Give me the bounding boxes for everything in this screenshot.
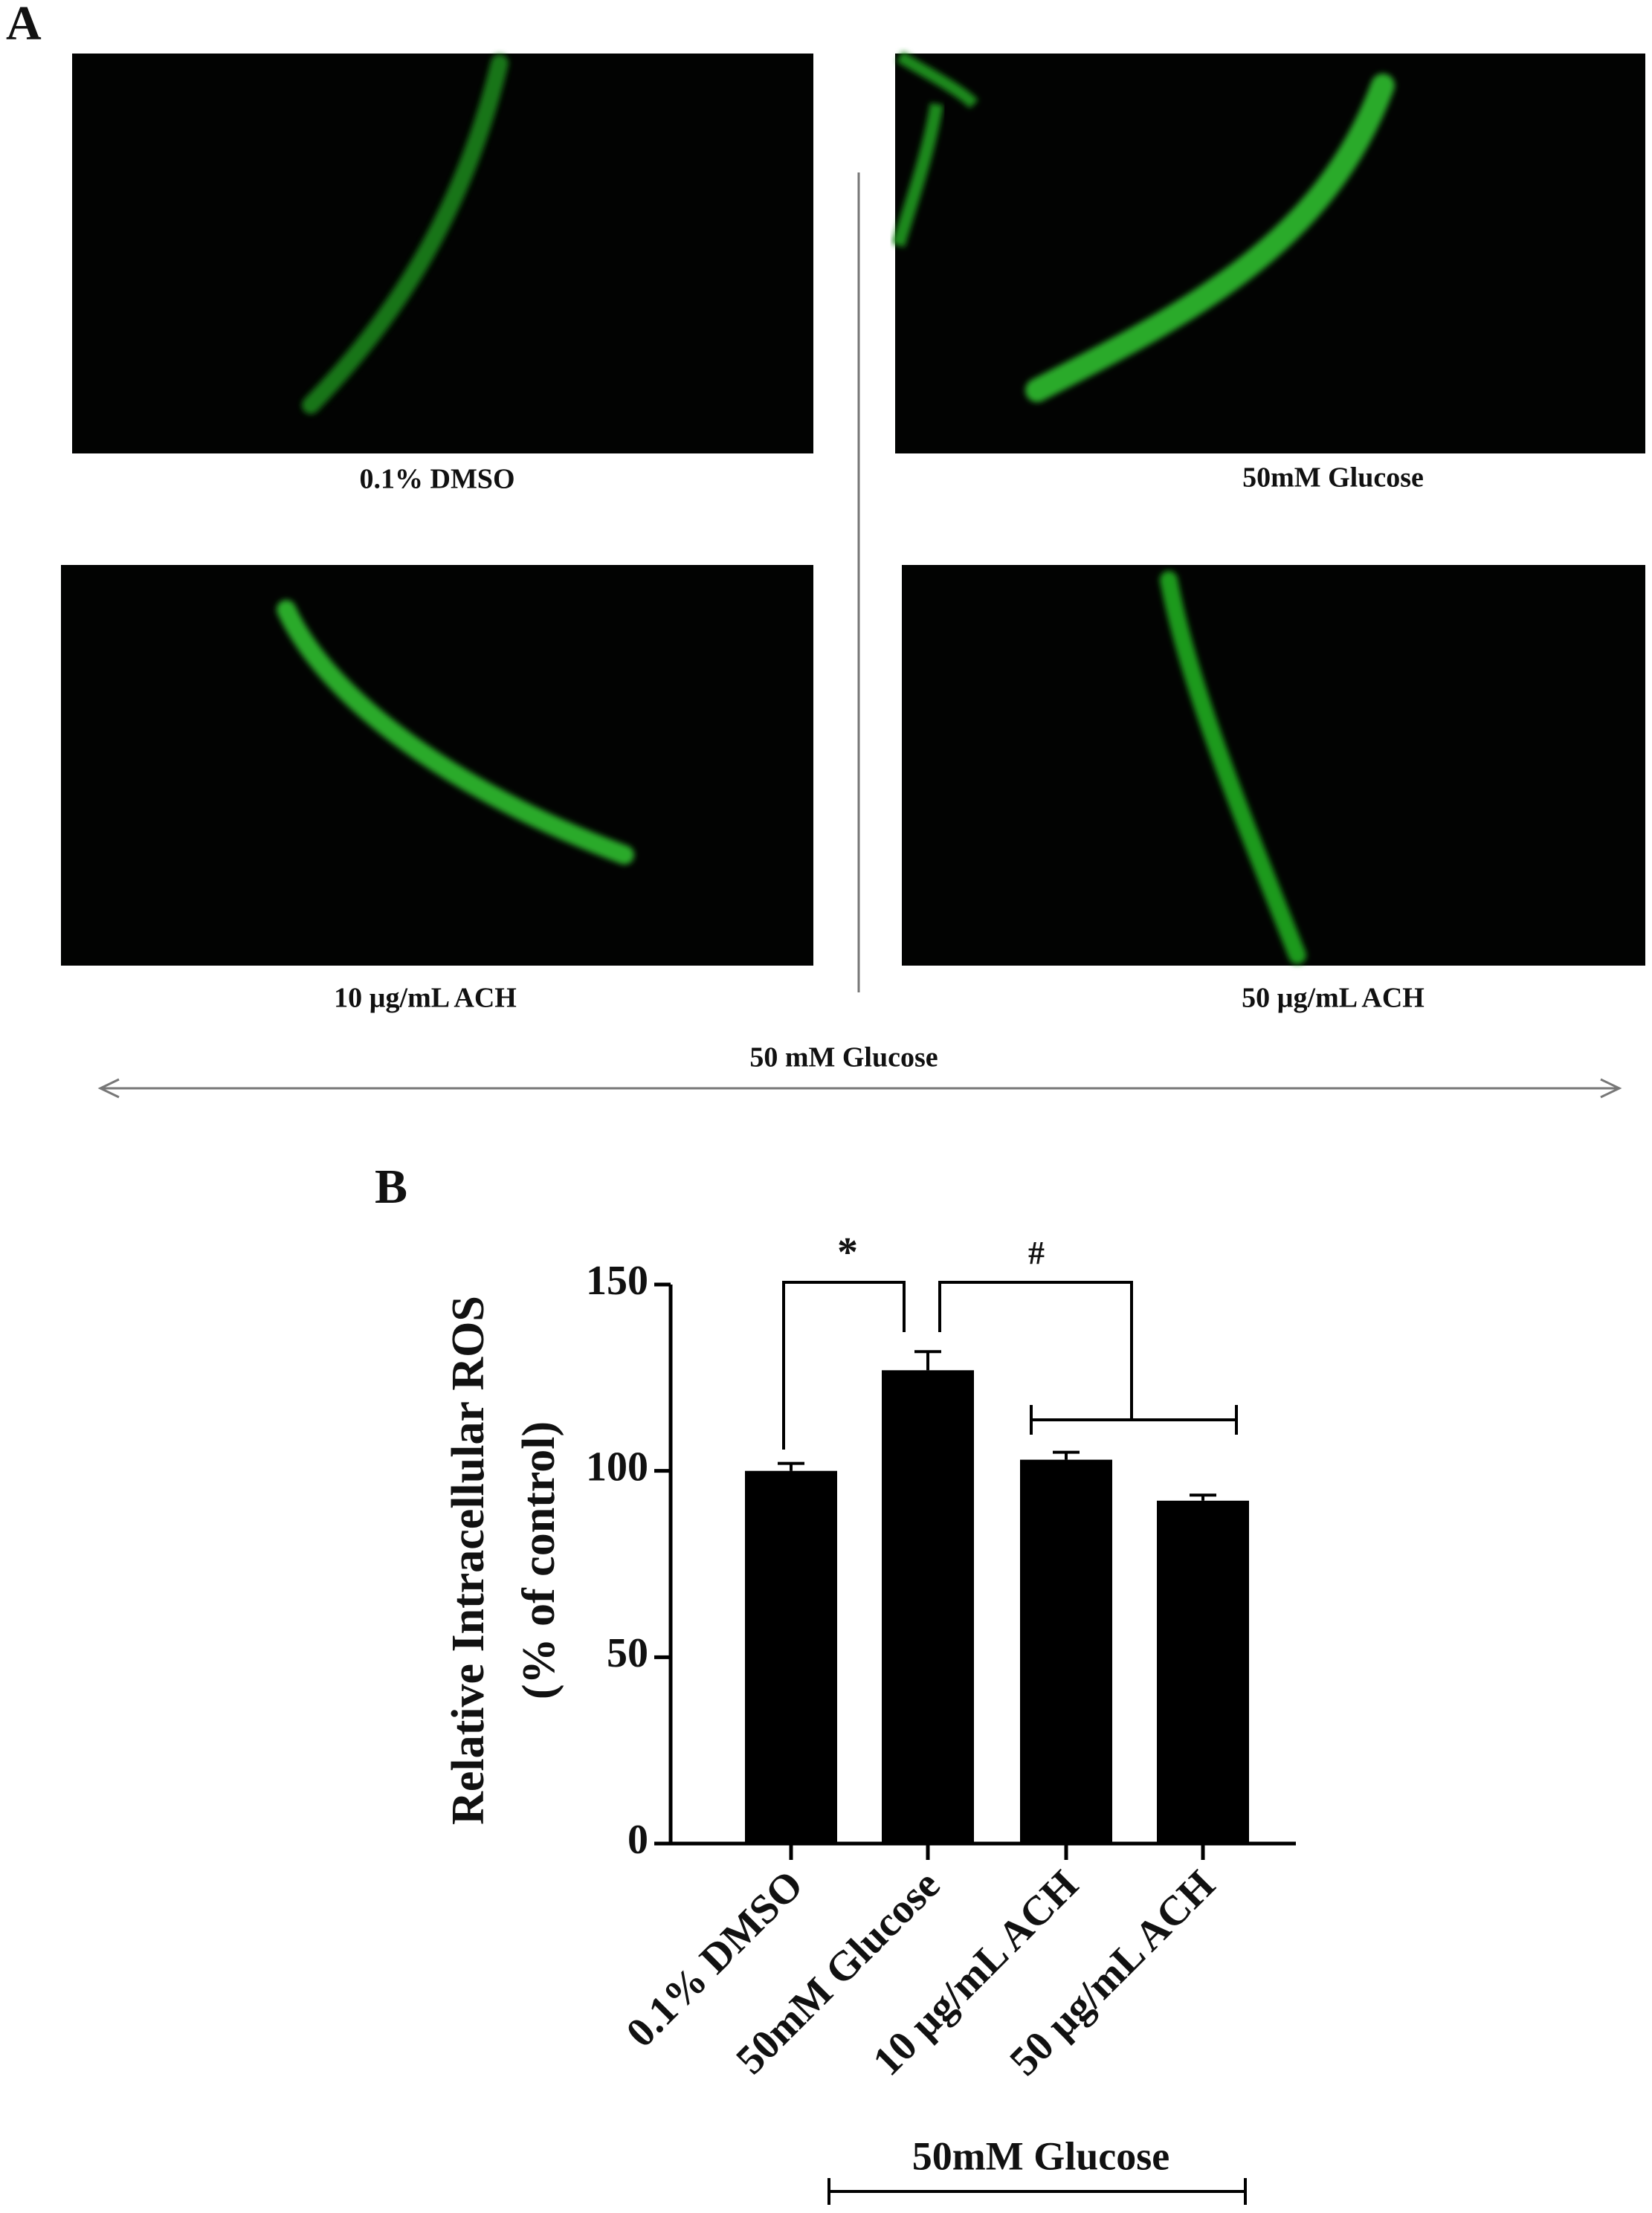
bar: [882, 1370, 974, 1844]
micrograph: [61, 565, 813, 966]
micrograph: [902, 565, 1645, 966]
image-caption: 50mM Glucose: [1242, 462, 1424, 494]
y-axis-label: Relative Intracellular ROS: [443, 1296, 494, 1825]
panel-label: A: [6, 0, 42, 51]
bar: [1157, 1500, 1249, 1844]
image-caption: 0.1% DMSO: [360, 464, 515, 495]
group-bracket: [827, 2178, 1247, 2205]
group-arrow: [97, 1078, 1622, 1099]
micrograph: [891, 51, 1645, 453]
y-axis-label: (% of control): [514, 1421, 564, 1699]
y-tick-label: 0: [627, 1817, 648, 1863]
bar: [1020, 1459, 1112, 1844]
y-tick-label: 150: [586, 1258, 648, 1304]
group-label: 50 mM Glucose: [749, 1042, 938, 1073]
image-caption: 10 µg/mL ACH: [334, 983, 517, 1014]
annotation: #: [1028, 1235, 1045, 1271]
image-caption: 50 µg/mL ACH: [1242, 983, 1424, 1014]
bar: [745, 1470, 837, 1844]
significance-bracket: [782, 1281, 1238, 1450]
group-label: 50mM Glucose: [912, 2133, 1169, 2178]
y-tick-label: 100: [586, 1444, 648, 1490]
panel-label: B: [375, 1160, 407, 1214]
y-tick-label: 50: [607, 1630, 648, 1676]
annotation: *: [837, 1230, 858, 1276]
micrograph: [72, 54, 813, 453]
